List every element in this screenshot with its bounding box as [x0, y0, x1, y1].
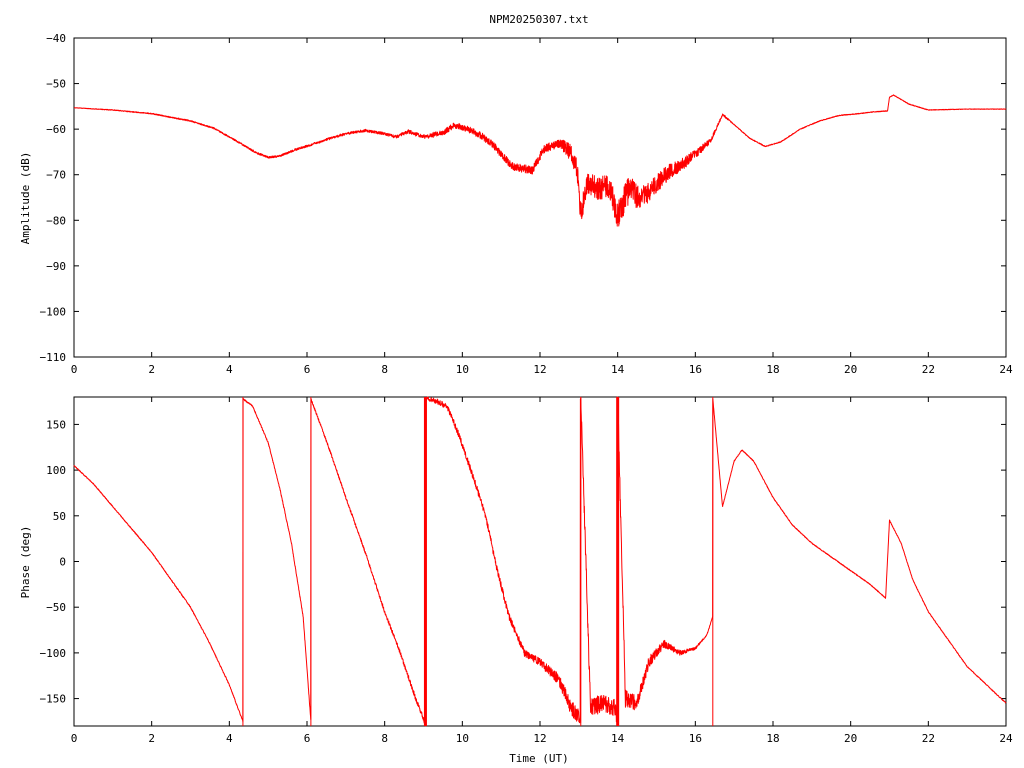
amplitude-x-tick-label: 22	[922, 363, 935, 376]
amplitude-x-tick-label: 20	[844, 363, 857, 376]
phase-y-tick-label: 150	[46, 418, 66, 431]
phase-x-axis-label: Time (UT)	[509, 752, 569, 765]
amplitude-y-tick-label: −100	[40, 305, 67, 318]
amplitude-series-layer	[73, 94, 1007, 227]
phase-x-tick-label: 10	[456, 732, 469, 745]
amplitude-y-axis-label: Amplitude (dB)	[19, 152, 32, 245]
phase-x-tick-label: 24	[999, 732, 1013, 745]
phase-x-tick-label: 16	[689, 732, 702, 745]
amplitude-x-tick-label: 24	[999, 363, 1013, 376]
amplitude-y-tick-label: −60	[46, 123, 66, 136]
phase-y-tick-label: 0	[59, 556, 66, 569]
phase-x-tick-label: 4	[226, 732, 233, 745]
amplitude-x-tick-label: 6	[304, 363, 311, 376]
phase-x-tick-label: 0	[71, 732, 78, 745]
chart-title: NPM20250307.txt	[489, 13, 588, 26]
phase-x-tick-label: 22	[922, 732, 935, 745]
phase-series-line	[73, 396, 1007, 727]
amplitude-x-tick-label: 4	[226, 363, 233, 376]
amplitude-x-tick-label: 18	[766, 363, 779, 376]
phase-y-tick-label: −50	[46, 601, 66, 614]
amplitude-series-line	[73, 94, 1007, 227]
phase-ticks: 0 2 4 6 8 10 12 14 16 18 20 22 24150100500−50−100−15…	[40, 397, 1013, 745]
amplitude-ticks: 0 2 4 6 8 10 12 14 16 18 20 22 24−40−50−60−70−80−90−…	[40, 32, 1013, 376]
amplitude-x-tick-label: 2	[148, 363, 155, 376]
phase-x-tick-label: 14	[611, 732, 625, 745]
phase-x-tick-label: 6	[304, 732, 311, 745]
phase-y-tick-label: −150	[40, 693, 67, 706]
phase-plot: 0 2 4 6 8 10 12 14 16 18 20 22 24150100500−50−100−15…	[19, 396, 1013, 765]
phase-x-tick-label: 18	[766, 732, 779, 745]
phase-y-tick-label: 100	[46, 464, 66, 477]
phase-y-tick-label: −100	[40, 647, 67, 660]
amplitude-y-tick-label: −70	[46, 169, 66, 182]
phase-series-layer	[73, 396, 1007, 727]
amplitude-x-tick-label: 16	[689, 363, 702, 376]
phase-x-tick-label: 2	[148, 732, 155, 745]
amplitude-x-tick-label: 10	[456, 363, 469, 376]
amplitude-x-tick-label: 12	[533, 363, 546, 376]
phase-x-tick-label: 12	[533, 732, 546, 745]
amplitude-x-tick-label: 14	[611, 363, 625, 376]
amplitude-y-tick-label: −80	[46, 214, 66, 227]
amplitude-y-tick-label: −110	[40, 351, 67, 364]
amplitude-plot: 0 2 4 6 8 10 12 14 16 18 20 22 24−40−50−60−70−80−90−…	[19, 32, 1013, 376]
phase-y-axis-label: Phase (deg)	[19, 526, 32, 599]
amplitude-y-tick-label: −90	[46, 260, 66, 273]
amplitude-y-tick-label: −40	[46, 32, 66, 45]
phase-y-tick-label: 50	[53, 510, 66, 523]
phase-x-tick-label: 20	[844, 732, 857, 745]
amplitude-y-tick-label: −50	[46, 78, 66, 91]
phase-x-tick-label: 8	[381, 732, 388, 745]
amplitude-x-tick-label: 0	[71, 363, 78, 376]
amplitude-x-tick-label: 8	[381, 363, 388, 376]
